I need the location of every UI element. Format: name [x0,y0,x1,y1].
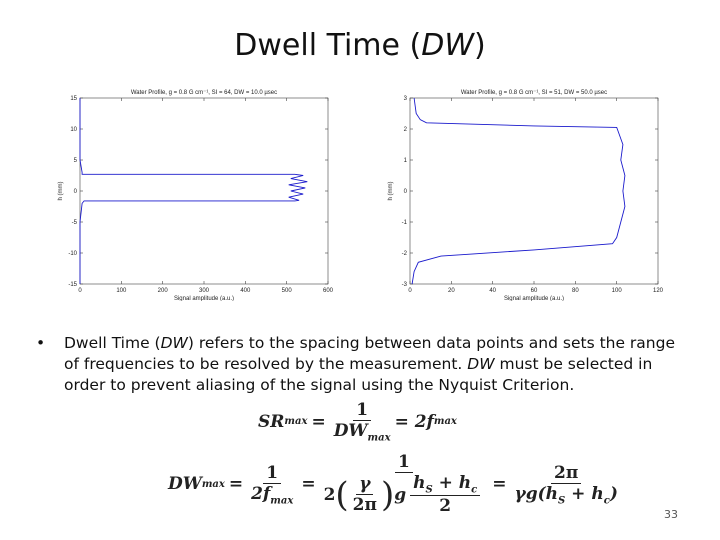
eq-term: 1 [394,452,413,473]
x-tick-label: 40 [489,288,496,294]
text: DW [160,334,188,352]
eq-sign: = [492,474,507,495]
y-tick-label: 5 [74,158,78,164]
eq-term: DW [168,474,202,495]
text: ) refers to the spacing between data poi… [64,334,676,373]
bullet-dot: • [36,334,46,352]
x-tick-label: 500 [282,288,293,294]
y-tick-label: -10 [68,251,77,257]
eq-term: + h [565,483,604,504]
eq-sign: = [228,474,244,495]
text: DW [467,355,495,373]
x-axis-label: Signal amplitude (a.u.) [174,296,234,301]
eq-sub: max [433,416,457,428]
y-axis-label: h (mm) [58,182,64,201]
bullet: • Dwell Time (DW) refers to the spacing b… [36,333,676,396]
x-tick-label: 300 [199,288,210,294]
x-tick-label: 0 [78,288,82,294]
eq-term: ) [609,483,618,504]
chart-title: Water Profile, g = 0.8 G cm⁻¹, SI = 51, … [461,90,607,96]
title-italic: DW [421,28,474,63]
eq-sub: max [367,432,391,444]
x-tick-label: 100 [612,288,623,294]
eq-term: 2 [323,484,336,505]
x-axis-label: Signal amplitude (a.u.) [504,296,564,301]
eq-term: 2π [352,495,377,516]
y-tick-label: 1 [404,158,408,164]
eq-sub: max [201,478,225,490]
x-tick-label: 600 [323,288,334,294]
y-tick-label: -2 [402,251,408,257]
y-tick-label: -5 [72,220,78,226]
chart: Water Profile, g = 0.8 G cm⁻¹, SI = 64, … [58,90,334,301]
eq-term: h [413,473,426,493]
y-tick-label: 10 [70,127,77,133]
eq-term: γg(h [514,483,559,504]
page-number: 33 [664,508,678,521]
x-tick-label: 80 [572,288,579,294]
x-tick-label: 200 [158,288,169,294]
text: must be selected in order to prevent ali… [64,355,653,394]
eq-sign: = [301,474,316,495]
y-tick-label: 2 [404,127,408,133]
equation: SR max = 1 DWmax = 2f max [258,400,457,443]
chart: Water Profile, g = 0.8 G cm⁻¹, SI = 51, … [388,90,664,301]
eq-term: 2f [251,483,271,504]
y-tick-label: -1 [402,220,408,226]
y-tick-label: 0 [74,189,78,195]
eq-term: g [394,484,407,505]
eq-term: + h [432,473,472,493]
y-axis-label: h (mm) [388,182,394,201]
x-tick-label: 400 [240,288,251,294]
x-tick-label: 60 [531,288,538,294]
eq-sub: S [558,494,566,506]
y-tick-label: 3 [404,96,408,102]
x-tick-label: 120 [653,288,664,294]
y-tick-label: 0 [404,189,408,195]
eq-term: = 2f [394,411,434,432]
eq-term: SR [258,411,285,432]
eq-term: 2π [551,463,582,484]
x-tick-label: 100 [116,288,127,294]
x-tick-label: 0 [408,288,412,294]
eq-term: 1 [263,463,282,484]
eq-term: 2 [439,496,452,517]
eq-sub: max [284,416,308,428]
eq-sub: max [270,494,294,506]
title-text: ) [474,28,486,63]
profile-line [411,97,626,285]
eq-sign: = [311,411,326,432]
y-tick-label: -3 [402,282,408,288]
text: Dwell Time ( [64,334,161,352]
y-tick-label: 15 [70,96,77,102]
title-text: Dwell Time ( [234,28,422,63]
profile-line [79,98,308,284]
y-tick-label: -15 [68,282,77,288]
eq-term: DW [333,421,368,441]
eq-term: γ [356,474,374,496]
eq-sub: c [603,494,610,506]
eq-sub: c [471,484,478,496]
slide-title: Dwell Time (DW) [0,28,720,63]
eq-term: 1 [353,400,372,421]
equation: DW max = 1 2fmax = 1 2(γ 2π) g hS + hc 2 = 2π γg… [168,452,618,517]
x-tick-label: 20 [448,288,455,294]
chart-title: Water Profile, g = 0.8 G cm⁻¹, SI = 64, … [131,90,277,96]
eq-sub: S [425,484,433,496]
